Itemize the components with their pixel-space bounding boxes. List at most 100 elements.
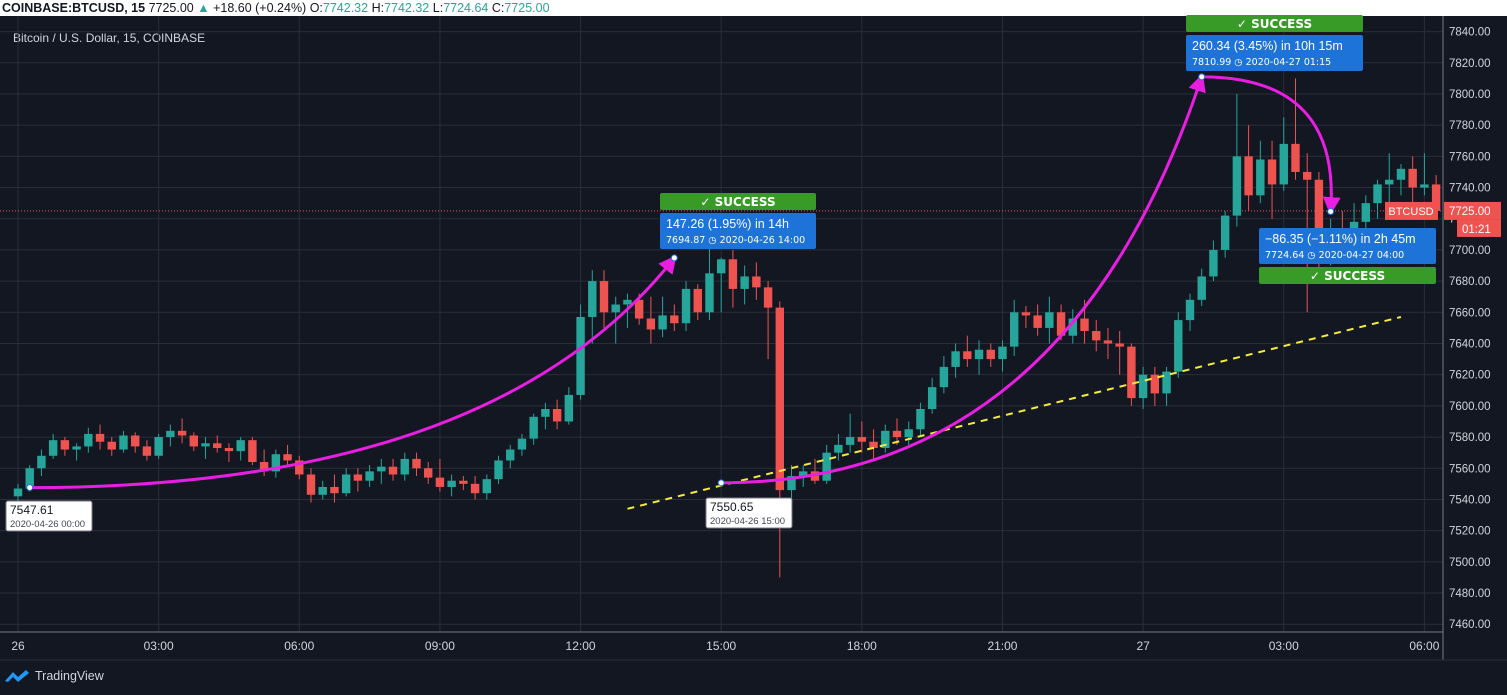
candle-body xyxy=(388,466,398,475)
candle-body xyxy=(799,471,808,477)
price-tick-label: 7740.00 xyxy=(1449,183,1491,195)
candle-body xyxy=(435,477,445,487)
candle-body xyxy=(916,408,925,430)
tradingview-logo-icon xyxy=(5,670,29,682)
candle-body xyxy=(752,276,761,288)
candle-body xyxy=(1385,179,1394,185)
arrow-point xyxy=(1327,207,1335,215)
price-tick-label: 7500.00 xyxy=(1449,557,1491,569)
candle-body xyxy=(353,474,363,481)
candle-body xyxy=(224,447,234,452)
candle-body xyxy=(1314,179,1324,243)
success-badge xyxy=(1186,15,1363,32)
price-tick-label: 7700.00 xyxy=(1449,245,1491,257)
time-tick-label: 06:00 xyxy=(284,639,314,653)
measure-change: 260.34 (3.45%) in 10h 15m xyxy=(1192,39,1343,53)
candle-body xyxy=(1209,249,1218,277)
time-tick-label: 03:00 xyxy=(144,639,174,653)
candle-body xyxy=(177,430,187,436)
candle-body xyxy=(529,416,538,439)
time-tick-label: 15:00 xyxy=(706,639,736,653)
price-tick-label: 7760.00 xyxy=(1449,151,1491,163)
price-tick-label: 7840.00 xyxy=(1449,27,1491,39)
candle-body xyxy=(974,349,984,360)
time-tick-label: 06:00 xyxy=(1409,639,1439,653)
measure-box xyxy=(1186,35,1363,71)
candle-body xyxy=(998,346,1007,360)
candle-body xyxy=(588,281,597,317)
price-tag-value: 7725.00 xyxy=(1449,206,1491,218)
symbol-name[interactable]: COINBASE:BTCUSD, 15 xyxy=(2,1,146,15)
candle-body xyxy=(857,437,867,442)
price-tick-label: 7600.00 xyxy=(1449,401,1491,413)
success-label: ✓ SUCCESS xyxy=(1310,269,1385,283)
candle-body xyxy=(1185,299,1195,321)
price-tick-label: 7820.00 xyxy=(1449,58,1491,70)
candle-body xyxy=(166,430,175,438)
candle-body xyxy=(787,476,796,491)
open-label: O: xyxy=(309,1,323,15)
low-label: L: xyxy=(432,1,444,15)
candle-body xyxy=(131,435,140,447)
time-tick-label: 03:00 xyxy=(1269,639,1299,653)
candle-body xyxy=(576,316,585,395)
success-label: ✓ SUCCESS xyxy=(700,195,775,209)
candle-body xyxy=(564,394,574,422)
price-tick-label: 7520.00 xyxy=(1449,526,1491,538)
candle-body xyxy=(623,299,632,305)
time-tick-label: 21:00 xyxy=(987,639,1017,653)
candle-body xyxy=(1103,340,1113,344)
candle-body xyxy=(681,288,691,324)
candle-body xyxy=(236,440,245,452)
growth-arrow xyxy=(29,255,677,490)
candle-body xyxy=(447,480,456,487)
price-tick-label: 7660.00 xyxy=(1449,307,1491,319)
candle-body xyxy=(646,318,656,330)
measure-box xyxy=(1259,228,1436,264)
candle-body xyxy=(295,460,304,475)
tradingview-label: TradingView xyxy=(35,669,104,683)
candle-body xyxy=(72,446,81,450)
candle-body xyxy=(1220,215,1230,250)
candle-body xyxy=(1174,320,1183,372)
trend-line xyxy=(627,316,1402,510)
current-price-tag: BTCUSD 7725.00 01:21 xyxy=(1385,201,1501,237)
candle-body xyxy=(201,443,210,447)
candle-body xyxy=(552,408,562,422)
price-tick-label: 7800.00 xyxy=(1449,89,1491,101)
low-value: 7724.64 xyxy=(443,1,489,15)
candle-body xyxy=(951,351,960,367)
candle-body xyxy=(693,288,702,313)
candle-body xyxy=(1045,312,1054,328)
point-date: 2020-04-26 00:00 xyxy=(10,519,85,530)
price-tick-label: 7480.00 xyxy=(1449,588,1491,600)
price-change: +18.60 (+0.24%) xyxy=(213,1,307,15)
candle-body xyxy=(845,437,855,445)
candle-body xyxy=(599,281,609,313)
candle-body xyxy=(834,444,843,453)
chart-subtitle: Bitcoin / U.S. Dollar, 15, COINBASE xyxy=(13,31,206,45)
candle-body xyxy=(986,349,995,360)
candle-body xyxy=(1396,168,1406,180)
candle-body xyxy=(318,486,327,495)
candle-body xyxy=(1431,184,1441,211)
candle-body xyxy=(541,408,550,417)
measure-change: 147.26 (1.95%) in 14h xyxy=(666,217,789,231)
tradingview-branding[interactable]: TradingView xyxy=(4,666,104,686)
candle-body xyxy=(1373,184,1382,204)
candle-body xyxy=(330,486,339,494)
open-value: 7742.32 xyxy=(322,1,369,15)
price-tick-label: 7780.00 xyxy=(1449,120,1491,132)
measure-label-3: ✓ SUCCESS −86.35 (−1.11%) in 2h 45m 7724.6… xyxy=(1259,228,1436,284)
candle-body xyxy=(1138,374,1148,399)
candle-body xyxy=(1408,168,1417,188)
time-tick-label: 26 xyxy=(11,639,25,653)
candle-body xyxy=(927,387,937,409)
arrow-point xyxy=(1198,73,1206,81)
candle-body xyxy=(1068,318,1077,336)
countdown-box xyxy=(1457,219,1501,237)
candle-body xyxy=(306,474,316,495)
candle-body xyxy=(892,430,902,438)
candle-body xyxy=(1021,312,1031,316)
